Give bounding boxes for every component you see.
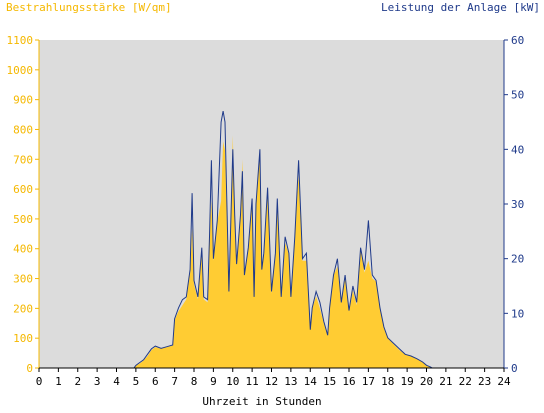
x-tick-label: 3	[94, 375, 101, 388]
left-tick-label: 600	[13, 183, 33, 196]
x-tick-label: 18	[381, 375, 394, 388]
x-tick-label: 15	[323, 375, 336, 388]
x-tick-label: 21	[439, 375, 452, 388]
left-tick-label: 800	[13, 123, 33, 136]
x-axis-title: Uhrzeit in Stunden	[202, 395, 321, 408]
left-tick-label: 100	[13, 332, 33, 345]
left-tick-label: 200	[13, 302, 33, 315]
right-tick-label: 0	[511, 362, 518, 375]
x-tick-label: 4	[113, 375, 120, 388]
x-tick-label: 1	[55, 375, 62, 388]
x-tick-label: 5	[133, 375, 140, 388]
right-tick-label: 10	[511, 307, 524, 320]
left-axis-ticks: 0 100 200 300 400 500 600 700 800 900 1000 1100	[7, 34, 39, 375]
x-tick-label: 0	[36, 375, 43, 388]
right-axis-ticks: 0 10 20 30 40 50 60	[504, 34, 524, 375]
x-tick-label: 17	[362, 375, 375, 388]
right-tick-label: 50	[511, 89, 524, 102]
power-line	[39, 111, 504, 369]
x-tick-label: 7	[171, 375, 178, 388]
right-tick-label: 30	[511, 198, 524, 211]
left-tick-label: 500	[13, 213, 33, 226]
x-tick-label: 22	[459, 375, 472, 388]
x-tick-label: 24	[497, 375, 511, 388]
left-tick-label: 1000	[7, 64, 34, 77]
x-tick-label: 12	[265, 375, 278, 388]
x-tick-label: 13	[284, 375, 297, 388]
x-tick-label: 9	[210, 375, 217, 388]
x-tick-label: 11	[246, 375, 259, 388]
left-tick-label: 0	[26, 362, 33, 375]
x-axis-ticks: 0 1 2 3 4 5 6 7 8 9 10 11 12 13 14 15 16 17 18 19 20 21 22 23 24	[36, 368, 511, 388]
x-tick-label: 2	[74, 375, 81, 388]
x-tick-label: 14	[304, 375, 318, 388]
left-tick-label: 300	[13, 273, 33, 286]
left-tick-label: 1100	[7, 34, 34, 47]
x-tick-label: 6	[152, 375, 159, 388]
right-tick-label: 40	[511, 143, 524, 156]
power-line-layer	[39, 111, 504, 369]
irradiance-area-layer	[39, 135, 504, 368]
left-axis-title: Bestrahlungsstärke [W/qm]	[6, 1, 172, 14]
x-tick-label: 16	[342, 375, 355, 388]
x-tick-label: 8	[191, 375, 198, 388]
x-tick-label: 19	[401, 375, 414, 388]
x-tick-label: 10	[226, 375, 239, 388]
left-tick-label: 400	[13, 243, 33, 256]
right-tick-label: 60	[511, 34, 524, 47]
left-tick-label: 900	[13, 94, 33, 107]
irradiance-area	[39, 135, 504, 368]
left-tick-label: 700	[13, 153, 33, 166]
right-axis-title: Leistung der Anlage [kW]	[381, 1, 540, 14]
right-tick-label: 20	[511, 253, 524, 266]
x-tick-label: 20	[420, 375, 433, 388]
x-tick-label: 23	[478, 375, 491, 388]
